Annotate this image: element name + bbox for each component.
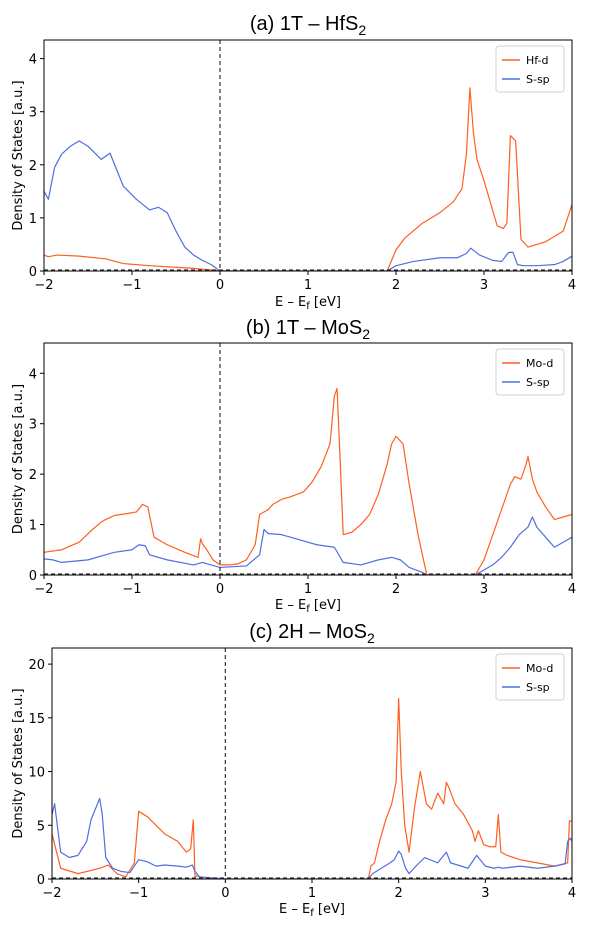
panel-c-title: (c) 2H – MoS2 (249, 621, 375, 646)
x-tick-label: 0 (216, 582, 224, 597)
legend-label: S-sp (526, 681, 550, 694)
series-line-mo-d (52, 697, 572, 879)
legend: Mo-d S-sp (495, 653, 565, 701)
legend-label: Hf-d (526, 54, 549, 67)
axes-frame (43, 39, 573, 272)
x-axis-label-subscript: f (306, 301, 310, 312)
x-axis-label-unit: [eV] (310, 598, 341, 613)
legend-label: S-sp (526, 73, 550, 86)
axes-frame (43, 342, 573, 576)
y-tick-label: 20 (28, 658, 45, 673)
x-axis-label-main: E – E (275, 598, 306, 613)
x-tick-label: 2 (392, 278, 400, 293)
legend: Hf-d S-sp (495, 45, 565, 93)
legend-box (495, 45, 565, 93)
y-axis-label: Density of States [a.u.] (11, 80, 26, 230)
x-tick-label: −2 (34, 278, 53, 293)
y-tick-label: 1 (29, 212, 37, 227)
x-axis-label: E – Ef [eV] (275, 598, 341, 615)
series-line-s-sp (44, 516, 572, 575)
axes-frame (51, 647, 573, 880)
x-axis-label-subscript: f (310, 908, 314, 919)
y-tick-label: 0 (37, 873, 45, 888)
title-subscript: 2 (362, 326, 370, 342)
legend-label: Mo-d (526, 357, 553, 370)
x-axis-label-unit: [eV] (310, 295, 341, 310)
x-axis-label: E – Ef [eV] (275, 295, 341, 312)
y-tick-label: 5 (37, 819, 45, 834)
x-tick-label: 4 (568, 278, 576, 293)
panel-a-title: (a) 1T – HfS2 (250, 13, 367, 38)
x-axis-label: E – Ef [eV] (279, 902, 345, 919)
legend-box (495, 348, 565, 396)
x-tick-label: −2 (34, 582, 53, 597)
y-tick-label: 15 (28, 712, 45, 727)
series-line-s-sp (44, 140, 572, 271)
y-tick-label: 0 (29, 265, 37, 280)
x-tick-label: 4 (568, 886, 576, 901)
title-main: (a) 1T – HfS (250, 13, 359, 35)
x-tick-label: −1 (122, 278, 141, 293)
x-tick-label: −1 (129, 886, 148, 901)
x-tick-label: 1 (304, 278, 312, 293)
title-main: (c) 2H – MoS (249, 621, 367, 643)
x-tick-label: 4 (568, 582, 576, 597)
x-tick-label: 1 (304, 582, 312, 597)
x-tick-label: 3 (481, 886, 489, 901)
legend-label: S-sp (526, 376, 550, 389)
x-tick-label: 0 (221, 886, 229, 901)
legend-label: Mo-d (526, 662, 553, 675)
x-tick-label: 1 (308, 886, 316, 901)
series-line-s-sp (52, 797, 572, 879)
x-tick-label: 0 (216, 278, 224, 293)
y-tick-label: 2 (29, 159, 37, 174)
y-tick-label: 3 (29, 106, 37, 121)
x-tick-label: 2 (395, 886, 403, 901)
x-axis-label-main: E – E (275, 295, 306, 310)
x-axis-label-main: E – E (279, 902, 310, 917)
x-tick-label: 3 (480, 582, 488, 597)
legend: Mo-d S-sp (495, 348, 565, 396)
series-line-hf-d (44, 87, 572, 271)
legend-box (495, 653, 565, 701)
x-tick-label: −2 (42, 886, 61, 901)
y-tick-label: 4 (29, 367, 37, 382)
y-tick-label: 1 (29, 519, 37, 534)
panel-b-title: (b) 1T – MoS2 (246, 317, 370, 342)
x-tick-label: 2 (392, 582, 400, 597)
y-axis-label: Density of States [a.u.] (11, 688, 26, 838)
y-tick-label: 0 (29, 569, 37, 584)
y-tick-label: 2 (29, 468, 37, 483)
x-tick-label: −1 (122, 582, 141, 597)
y-tick-label: 4 (29, 53, 37, 68)
x-axis-label-unit: [eV] (314, 902, 345, 917)
title-subscript: 2 (367, 630, 375, 646)
y-tick-label: 3 (29, 418, 37, 433)
x-tick-label: 3 (480, 278, 488, 293)
title-main: (b) 1T – MoS (246, 317, 362, 339)
title-subscript: 2 (358, 22, 366, 38)
x-axis-label-subscript: f (306, 604, 310, 615)
y-axis-label: Density of States [a.u.] (11, 384, 26, 534)
y-tick-label: 10 (28, 766, 45, 781)
series-line-mo-d (44, 387, 572, 575)
